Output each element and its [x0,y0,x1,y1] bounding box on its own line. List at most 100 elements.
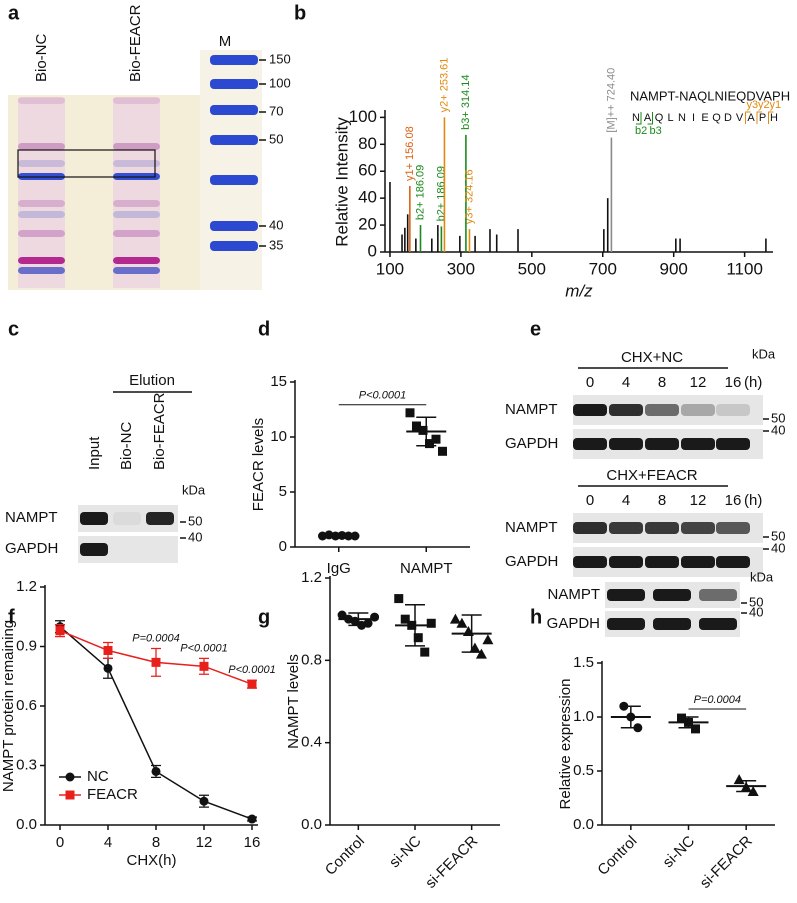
point [482,634,494,645]
p-value: P<0.0001 [359,390,406,402]
point [426,618,436,628]
residue: Q [712,112,721,124]
point [247,814,257,824]
point [418,425,428,435]
x-tick-label: 300 [447,259,475,278]
time-label: 8 [658,374,666,391]
y-fragment [756,111,762,124]
kda-label: 40 [771,422,785,437]
band [210,175,258,185]
y-axis-label: Relative Intensity [332,117,351,247]
y-tick-label: 0.0 [573,816,594,833]
error-bar [678,716,699,729]
error-bar [328,534,349,538]
band [653,618,691,630]
p-value: P=0.0004 [132,632,179,644]
x-tick-label: 8 [152,834,160,851]
band [681,522,715,534]
y-tick-label: 0.8 [301,651,322,668]
x-tick-label: 12 [196,834,213,851]
residue: N [678,112,686,124]
point [425,439,434,449]
point [400,614,410,624]
marker-kda: 100 [269,75,291,90]
point [151,657,161,667]
x-tick-label: 700 [589,259,617,278]
residue: V [736,112,744,124]
band [609,522,643,534]
band [607,589,645,601]
point [394,594,404,604]
marker-kda: 50 [269,131,283,146]
panel-label: b [294,2,306,24]
time-label: 8 [658,492,666,509]
x-axis-label: CHX(h) [126,852,176,869]
lane-label: Bio-FEACR [151,392,168,470]
band [681,556,715,568]
residue: Q [655,112,664,124]
y-ion: y3 [747,99,759,111]
y-axis-label: Relative expression [557,679,574,810]
band [645,522,679,534]
point [691,724,700,734]
y-fragment [745,111,751,124]
y-tick-label: 0.5 [573,762,594,779]
residue: A [747,112,755,124]
time-label: 0 [586,492,594,509]
p-value: P<0.0001 [228,664,275,676]
band [113,512,141,525]
y-axis-label: NAMPT levels [285,654,302,749]
marker-kda: 40 [269,217,283,232]
y-tick-label: 0 [368,241,377,260]
time-unit: (h) [744,492,762,509]
y-tick-label: 1.2 [16,578,37,595]
kda-label: 50 [188,513,202,528]
b-ion: b2 [635,125,647,137]
residue: N [632,112,640,124]
row-label: GAPDH [5,540,58,557]
peak-label: b2+ 186.09 [414,165,426,220]
lane-label: Input [86,436,103,470]
time-label: 12 [690,374,707,391]
y-tick-label: 15 [270,373,287,390]
band [210,241,258,251]
x-tick-label: 0 [56,834,64,851]
point [199,661,209,671]
band [210,221,258,231]
y-axis-label: NAMPT protein remaining [0,620,17,792]
peak-label: y3+ 324.16 [463,169,475,224]
band [210,55,258,65]
peak-label: b2+ 186.09 [435,166,447,221]
group-label: CHX+NC [621,349,683,366]
y-tick-label: 20 [358,215,377,234]
point [199,796,209,806]
band [645,404,679,416]
panel-label: e [530,318,541,340]
point [733,774,745,785]
band [18,160,65,167]
band [607,618,645,630]
unit-label: kDa [750,569,774,584]
time-label: 4 [622,492,630,509]
y-tick-label: 100 [349,107,377,126]
point [405,408,415,418]
point [370,612,380,622]
point [475,648,487,659]
kda-label: 50 [771,410,785,425]
point [420,647,430,657]
panel-label: d [258,318,270,340]
marker-kda: 35 [269,237,283,252]
band [18,257,65,264]
band [681,404,715,416]
x-tick-label: NAMPT [400,560,453,577]
y-tick-label: 0.0 [16,816,37,833]
band [653,589,691,601]
row-label: GAPDH [505,553,558,570]
row-label: NAMPT [5,509,58,526]
residue: P [759,112,766,124]
unit-label: kDa [182,482,206,497]
y-ion: y2 [758,99,770,111]
kda-label: 40 [749,604,763,619]
band [113,230,160,237]
x-tick-label: 16 [244,834,261,851]
